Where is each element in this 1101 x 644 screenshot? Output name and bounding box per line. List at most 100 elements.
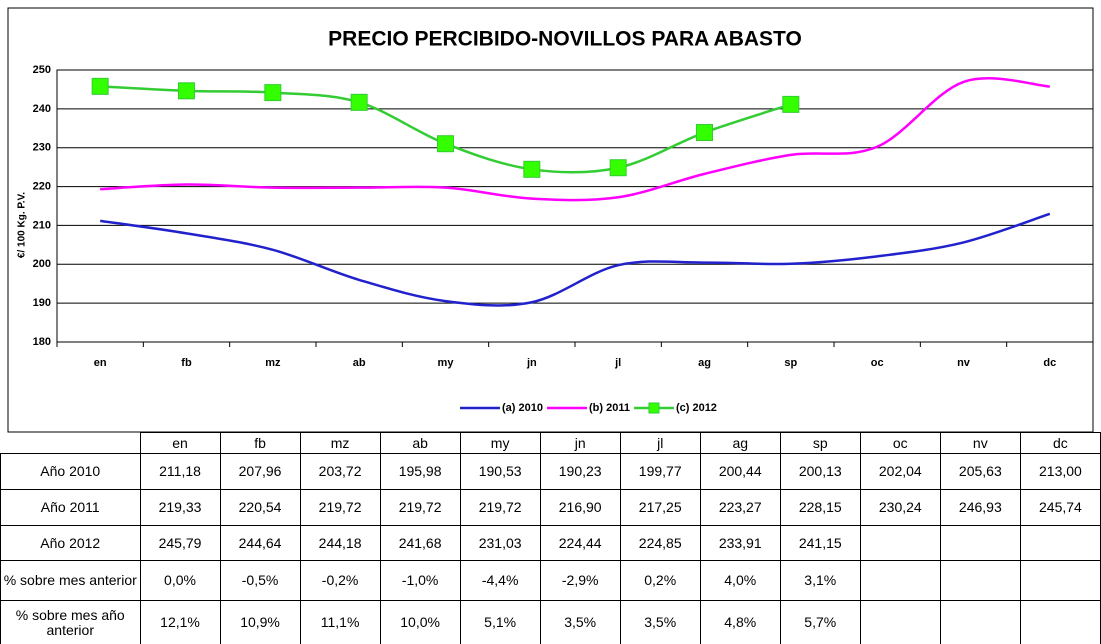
- table-cell: 4,0%: [699, 560, 781, 601]
- table-cell: 207,96: [219, 453, 301, 490]
- y-tick-label: 190: [33, 297, 51, 309]
- legend-label: (a) 2010: [502, 402, 543, 414]
- table-cell: 228,15: [779, 489, 861, 526]
- table-cell: nv: [939, 432, 1021, 454]
- table-cell: 220,54: [219, 489, 301, 526]
- table-cell: [859, 560, 941, 601]
- table-cell: -1,0%: [379, 560, 461, 601]
- table-cell: 233,91: [699, 525, 781, 561]
- table-cell: dc: [1019, 432, 1101, 454]
- table-row: % sobre mes anterior 0,0% -0,5% -0,2% -1,0% -…: [0, 560, 1101, 601]
- table-cell: jl: [619, 432, 701, 454]
- y-tick-label: 210: [33, 219, 51, 231]
- marker: [178, 82, 195, 100]
- table-cell: 216,90: [539, 489, 621, 526]
- table-cell: ab: [379, 432, 461, 454]
- table-cell: 245,79: [139, 525, 221, 561]
- table-cell: fb: [219, 432, 301, 454]
- marker: [782, 95, 800, 113]
- table-cell: -2,9%: [539, 560, 621, 601]
- table-cell: 10,0%: [379, 600, 461, 644]
- table-cell: 3,5%: [539, 600, 621, 644]
- x-tick-label: my: [438, 357, 455, 369]
- table-cell: 246,93: [939, 489, 1021, 526]
- table-cell: -0,5%: [219, 560, 301, 601]
- table-cell: 4,8%: [699, 600, 781, 644]
- table-cell: 205,63: [939, 453, 1021, 490]
- table-cell: mz: [299, 432, 381, 454]
- table-cell: my: [459, 432, 541, 454]
- table-cell: 199,77: [619, 453, 701, 490]
- table-cell: 3,5%: [619, 600, 701, 644]
- marker: [696, 124, 713, 142]
- table-cell: 5,1%: [459, 600, 541, 644]
- table-cell: [939, 560, 1021, 601]
- x-tick-label: jl: [614, 357, 621, 369]
- y-tick-label: 180: [33, 336, 51, 348]
- table-cell: 217,25: [619, 489, 701, 526]
- table-cell: % sobre mes año anterior: [0, 600, 141, 644]
- table-cell: Año 2010: [0, 453, 141, 490]
- table-cell: Año 2011: [0, 489, 141, 526]
- table-cell: jn: [539, 432, 621, 454]
- table-cell: 0,0%: [139, 560, 221, 601]
- table-cell: [859, 600, 941, 644]
- table-row: Año 2011 219,33 220,54 219,72 219,72 219,72 21…: [0, 489, 1101, 526]
- x-tick-label: nv: [957, 357, 971, 369]
- x-tick-label: ag: [698, 357, 711, 369]
- table-header: en fb mz ab my jn jl ag sp oc nv dc: [1, 432, 1101, 454]
- y-tick-label: 200: [33, 258, 51, 270]
- marker: [264, 84, 282, 102]
- x-tick-label: sp: [784, 357, 797, 369]
- table-cell: 211,18: [139, 453, 221, 490]
- table-cell: 244,64: [219, 525, 301, 561]
- table-cell: 219,72: [459, 489, 541, 526]
- y-tick-label: 220: [33, 180, 51, 192]
- table-cell: 195,98: [379, 453, 461, 490]
- table-cell: 203,72: [299, 453, 381, 490]
- table-cell: -4,4%: [459, 560, 541, 601]
- chart-border: [7, 7, 1094, 433]
- table-row: Año 2010 211,18 207,96 203,72 195,98 190,53 19…: [0, 453, 1101, 490]
- table-cell: 200,44: [699, 453, 781, 490]
- table-cell: 12,1%: [139, 600, 221, 644]
- table-cell: 213,00: [1019, 453, 1101, 490]
- legend-label: (b) 2011: [589, 402, 630, 414]
- table-cell: 219,72: [379, 489, 461, 526]
- y-tick-label: 240: [33, 103, 51, 115]
- y-axis-label: €/ 100 Kg. P.V.: [17, 192, 28, 258]
- x-tick-label: ab: [353, 357, 366, 369]
- table-cell: oc: [859, 432, 941, 454]
- table-cell: 200,13: [779, 453, 861, 490]
- x-tick-label: dc: [1043, 357, 1056, 369]
- table-row: Año 2012 245,79 244,64 244,18 241,68 231,03 22…: [0, 525, 1101, 561]
- series-line: [99, 212, 1051, 307]
- table-cell: [1019, 525, 1101, 561]
- table-cell: 11,1%: [299, 600, 381, 644]
- y-tick-label: 230: [33, 142, 51, 154]
- legend-marker: [648, 402, 660, 414]
- table-cell: % sobre mes anterior: [0, 560, 141, 601]
- table-cell: -0,2%: [299, 560, 381, 601]
- x-tick-label: en: [94, 357, 107, 369]
- table-cell: [1, 433, 141, 454]
- plot-area: [56, 69, 1094, 343]
- table-cell: 5,7%: [779, 600, 861, 644]
- table-cell: 219,72: [299, 489, 381, 526]
- data-table: en fb mz ab my jn jl ag sp oc nv dc Año 2010 211,18 20…: [0, 432, 1101, 644]
- table-cell: 224,44: [539, 525, 621, 561]
- marker: [350, 93, 368, 111]
- table-cell: 241,15: [779, 525, 861, 561]
- table-cell: 231,03: [459, 525, 541, 561]
- table-cell: 219,33: [139, 489, 221, 526]
- table-cell: 3,1%: [779, 560, 861, 601]
- table-cell: [1019, 600, 1101, 644]
- x-tick-label: jn: [526, 357, 537, 369]
- table-cell: [1019, 560, 1101, 601]
- table-cell: 190,53: [459, 453, 541, 490]
- table-cell: 223,27: [699, 489, 781, 526]
- table-cell: 224,85: [619, 525, 701, 561]
- table-cell: [939, 525, 1021, 561]
- x-tick-label: mz: [265, 357, 281, 369]
